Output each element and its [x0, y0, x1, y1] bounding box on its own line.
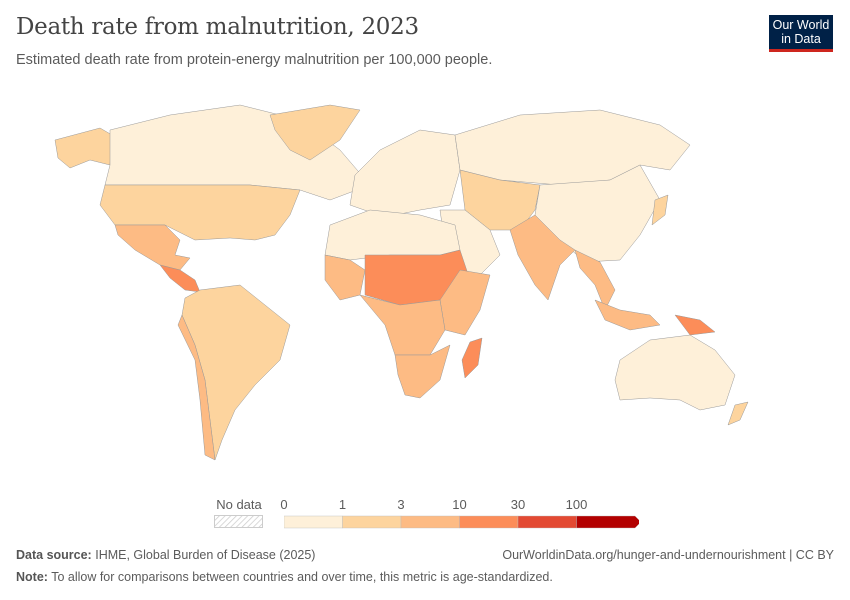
map-region-usa[interactable] — [99, 184, 301, 241]
map-region-andes[interactable] — [177, 314, 216, 461]
legend-tick: 100 — [565, 497, 588, 512]
legend-bin-1-3[interactable] — [342, 515, 402, 529]
source-link[interactable]: OurWorldinData.org/hunger-and-undernouri… — [502, 548, 834, 562]
world-map[interactable] — [0, 95, 850, 495]
owid-logo[interactable]: Our World in Data — [769, 15, 833, 52]
legend-color-bar — [284, 515, 639, 529]
legend-no-data-label: No data — [216, 497, 262, 512]
map-region-australia[interactable] — [614, 334, 736, 411]
map-region-west-africa[interactable] — [324, 254, 366, 301]
legend-bin-3-10[interactable] — [400, 515, 460, 529]
legend-bin-10-30[interactable] — [459, 515, 519, 529]
map-region-mexico[interactable] — [114, 224, 191, 271]
map-region-japan[interactable] — [651, 194, 669, 226]
legend-tick: 3 — [397, 497, 405, 512]
map-region-new-zealand[interactable] — [727, 401, 749, 426]
map-region-greenland[interactable] — [269, 104, 361, 161]
map-region-papua[interactable] — [674, 314, 716, 336]
map-region-central-africa[interactable] — [359, 294, 446, 356]
legend-tick: 1 — [338, 497, 347, 512]
map-region-north-africa[interactable] — [324, 209, 461, 261]
legend-bin-30-100[interactable] — [517, 515, 577, 529]
legend-bin->100[interactable] — [576, 515, 640, 529]
legend-no-data-swatch — [214, 515, 263, 528]
map-region-alaska[interactable] — [54, 127, 113, 169]
map-region-madagascar[interactable] — [461, 337, 483, 379]
legend-bin-0-1[interactable] — [284, 515, 343, 529]
page-subtitle: Estimated death rate from protein-energy… — [16, 52, 493, 68]
legend-tick: 30 — [510, 497, 526, 512]
legend-tick: 0 — [280, 497, 288, 512]
map-region-russia[interactable] — [454, 109, 691, 186]
map-region-europe[interactable] — [349, 129, 461, 216]
map-region-southern-africa[interactable] — [394, 344, 451, 399]
page-title: Death rate from malnutrition, 2023 — [16, 14, 419, 40]
legend-tick: 10 — [452, 497, 467, 512]
map-region-indonesia[interactable] — [594, 299, 661, 331]
map-region-india[interactable] — [509, 214, 576, 301]
data-source: Data source: IHME, Global Burden of Dise… — [16, 548, 316, 562]
note: Note: To allow for comparisons between c… — [16, 570, 553, 584]
